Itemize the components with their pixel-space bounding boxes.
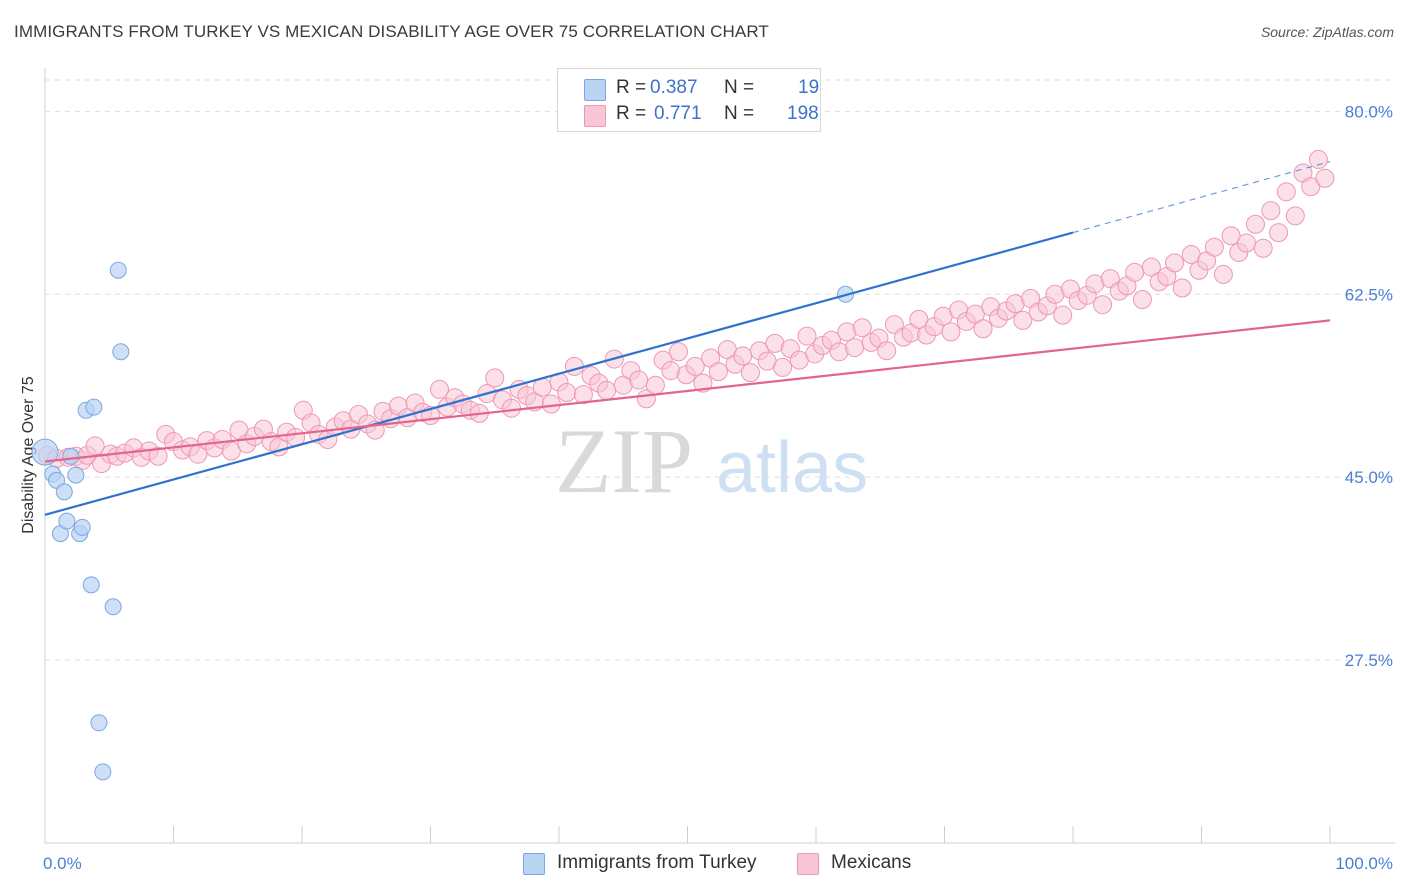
mexicans-point	[485, 368, 505, 388]
watermark: ZIP atlas	[555, 410, 868, 512]
mexicans-point	[1093, 295, 1113, 315]
turkey-points	[31, 261, 855, 781]
mexicans-point	[148, 446, 168, 466]
mexicans-point	[845, 338, 865, 358]
turkey-point	[31, 438, 59, 466]
mexicans-point	[941, 322, 961, 342]
mexicans-point	[740, 363, 760, 383]
mexicans-point	[733, 346, 753, 366]
mexicans-swatch	[584, 105, 606, 127]
mexicans-point	[1213, 264, 1233, 284]
mexicans-point	[965, 304, 985, 324]
mexicans-swatch	[797, 853, 819, 875]
mexicans-point	[541, 394, 561, 414]
mexicans-points	[38, 149, 1335, 474]
y-tick-labels: 27.5% 45.0% 62.5% 80.0%	[1345, 102, 1393, 670]
x-tick-label: 100.0%	[1335, 854, 1393, 873]
mexicans-point	[1221, 226, 1241, 246]
turkey-point	[94, 763, 112, 781]
legend-label-mexicans: Mexicans	[831, 852, 912, 873]
turkey-point	[109, 261, 127, 279]
turkey-point	[104, 598, 122, 616]
mexicans-point	[645, 375, 665, 395]
mexicans-point	[1125, 262, 1145, 282]
mexicans-point	[1132, 289, 1152, 309]
watermark-zip: ZIP	[555, 410, 693, 512]
mexicans-point	[85, 436, 105, 456]
mexicans-point	[1261, 201, 1281, 221]
turkey-swatch	[523, 853, 545, 875]
mexicans-point	[1253, 238, 1273, 258]
mexicans-point	[557, 383, 577, 403]
y-axis-label: Disability Age Over 75	[20, 376, 37, 534]
x-tick-labels: 0.0% 100.0%	[43, 854, 1393, 873]
mexicans-point	[1236, 233, 1256, 253]
series-legend: Immigrants from Turkey Mexicans	[0, 850, 1406, 880]
watermark-atlas: atlas	[716, 428, 868, 508]
turkey-point	[85, 398, 103, 416]
mexicans-point	[1141, 257, 1161, 277]
turkey-swatch	[584, 79, 606, 101]
x-tick-label: 0.0%	[43, 854, 82, 873]
chart-title: IMMIGRANTS FROM TURKEY VS MEXICAN DISABI…	[14, 22, 769, 41]
mexicans-point	[708, 362, 728, 382]
r-label: R =	[616, 103, 647, 124]
mexicans-point	[1315, 168, 1335, 188]
turkey-point	[82, 576, 100, 594]
mexicans-point	[573, 385, 593, 405]
mexicans-point	[973, 319, 993, 339]
turkey-point	[112, 343, 130, 361]
mexicans-point	[669, 342, 689, 362]
n-value: 19	[798, 77, 820, 98]
r-value: 0.771	[654, 103, 702, 124]
mexicans-point	[1172, 278, 1192, 298]
n-label: N =	[724, 77, 755, 98]
turkey-point	[58, 512, 76, 530]
mexicans-point	[773, 357, 793, 377]
turkey-point	[62, 447, 80, 465]
mexicans-point	[1308, 149, 1328, 169]
turkey-point	[73, 518, 91, 536]
turkey-point	[90, 714, 108, 732]
mexicans-point	[1276, 182, 1296, 202]
turkey-trend-line	[44, 231, 1074, 516]
source-label: Source: ZipAtlas.com	[1260, 24, 1394, 40]
mexicans-point	[629, 370, 649, 390]
legend-label-turkey: Immigrants from Turkey	[557, 852, 757, 873]
turkey-trend-extension	[1072, 160, 1331, 234]
mexicans-point	[501, 398, 521, 418]
mexicans-trend-line	[44, 319, 1331, 463]
y-tick-label: 62.5%	[1345, 285, 1393, 304]
mexicans-point	[909, 309, 929, 329]
mexicans-point	[1301, 177, 1321, 197]
mexicans-point	[597, 380, 617, 400]
mexicans-point	[1204, 237, 1224, 257]
mexicans-point	[564, 356, 584, 376]
n-label: N =	[724, 103, 755, 124]
trend-lines	[44, 160, 1331, 516]
turkey-point	[67, 466, 85, 484]
mexicans-point	[1053, 305, 1073, 325]
turkey-point	[55, 483, 73, 501]
r-label: R =	[616, 77, 647, 98]
n-value: 198	[787, 103, 819, 124]
mexicans-point	[1013, 310, 1033, 330]
mexicans-point	[1285, 206, 1305, 226]
mexicans-point	[429, 379, 449, 399]
mexicans-point	[797, 326, 817, 346]
mexicans-point	[1245, 214, 1265, 234]
mexicans-point	[1165, 253, 1185, 273]
mexicans-point	[685, 356, 705, 376]
mexicans-point	[693, 373, 713, 393]
y-tick-label: 80.0%	[1345, 102, 1393, 121]
y-tick-label: 27.5%	[1345, 651, 1393, 670]
mexicans-point	[1269, 223, 1289, 243]
y-tick-label: 45.0%	[1345, 468, 1393, 487]
r-value: 0.387	[650, 77, 698, 98]
mexicans-point	[852, 318, 872, 338]
mexicans-point	[877, 341, 897, 361]
correlation-legend: R = 0.387 N = 19 R = 0.771 N = 198	[557, 68, 821, 132]
